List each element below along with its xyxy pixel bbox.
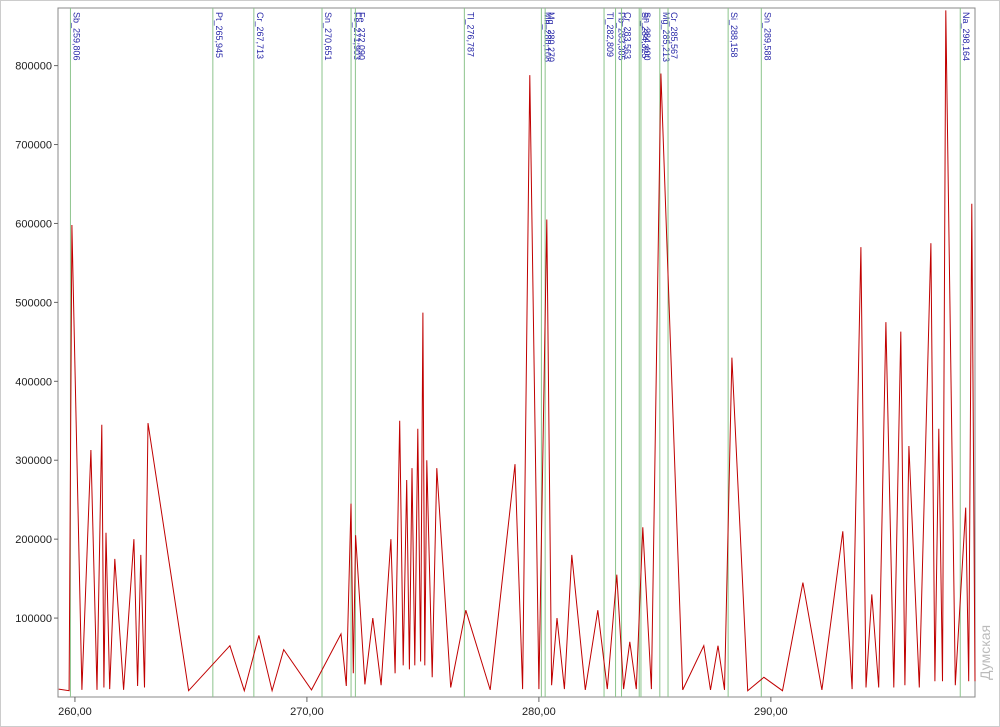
element-label: Tl_276,787: [465, 12, 475, 57]
element-label: Mg_285,213: [661, 12, 671, 62]
y-tick-label: 600000: [15, 218, 52, 230]
element-label: Pt_265,945: [214, 12, 224, 58]
watermark: Думская: [977, 625, 993, 680]
y-tick-label: 300000: [15, 455, 52, 467]
element-label: Na_298,164: [961, 12, 971, 61]
y-tick-label: 200000: [15, 534, 52, 546]
y-tick-label: 800000: [15, 61, 52, 73]
plot-area: [57, 7, 976, 698]
spectrum-line: [58, 10, 976, 693]
element-label: Cr_283,563: [623, 12, 633, 59]
element-label: Mn_280,108: [542, 12, 552, 62]
element-label: Cr_285,567: [669, 12, 679, 59]
element-label: Si_288,158: [729, 12, 739, 58]
x-tick-label: 260,00: [58, 706, 92, 718]
element-label: Sb_259,806: [71, 12, 81, 61]
y-tick-label: 700000: [15, 140, 52, 152]
y-tick-label: 400000: [15, 376, 52, 388]
x-tick-label: 280,00: [522, 706, 556, 718]
element-label: Fe_271,903: [352, 12, 362, 60]
element-label: Sn_289,588: [762, 12, 772, 61]
y-tick-label: 500000: [15, 297, 52, 309]
y-tick-label: 100000: [15, 613, 52, 625]
element-label: Fe_272,090: [356, 12, 366, 60]
element-label: Sn_284,400: [642, 12, 652, 61]
element-label: Tl_282,809: [605, 12, 615, 57]
element-label: Sn_270,651: [323, 12, 333, 61]
x-tick-label: 290,00: [754, 706, 788, 718]
element-label: Mg_280,270: [546, 12, 556, 62]
x-tick-label: 270,00: [290, 706, 324, 718]
element-label: Cr_267,713: [255, 12, 265, 59]
element-label: Sr_284,325: [640, 12, 650, 59]
